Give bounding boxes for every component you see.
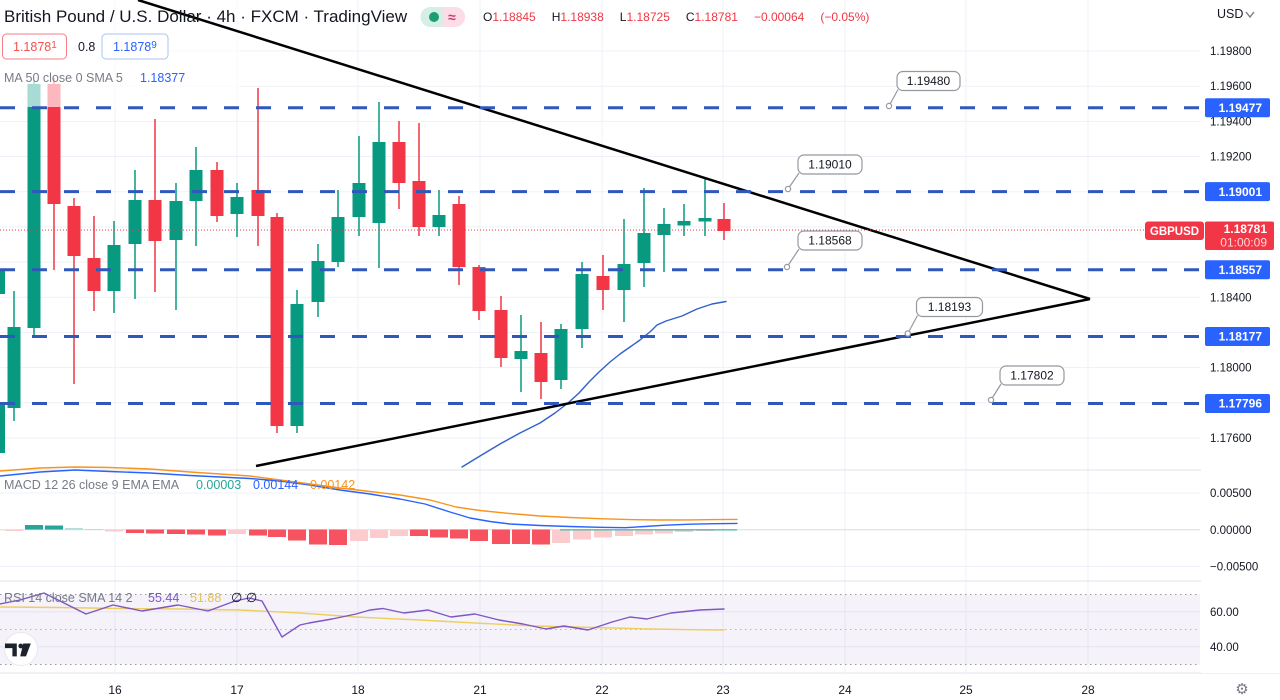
svg-text:0.00500: 0.00500 [1210,488,1252,500]
svg-text:23: 23 [716,683,730,697]
svg-text:USD: USD [1217,7,1243,21]
svg-text:0.00142: 0.00142 [310,478,355,492]
svg-text:40.00: 40.00 [1210,642,1239,654]
svg-text:1.18781: 1.18781 [13,40,57,54]
svg-text:MACD 12 26 close 9 EMA EMA: MACD 12 26 close 9 EMA EMA [4,478,180,492]
svg-text:∅ ∅: ∅ ∅ [231,590,257,605]
svg-text:0.00144: 0.00144 [253,478,298,492]
svg-text:−0.00500: −0.00500 [1210,562,1258,574]
svg-text:MA 50 close 0 SMA 5: MA 50 close 0 SMA 5 [4,71,123,85]
svg-text:60.00: 60.00 [1210,607,1239,619]
svg-text:1.19800: 1.19800 [1210,46,1252,58]
svg-text:0.00003: 0.00003 [196,478,241,492]
svg-text:01:00:09: 01:00:09 [1220,236,1267,250]
svg-text:⚙: ⚙ [1235,681,1248,698]
svg-text:1.18177: 1.18177 [1219,330,1263,344]
svg-text:≈: ≈ [448,9,456,25]
svg-text:22: 22 [595,683,609,697]
svg-text:51.88: 51.88 [190,591,221,605]
svg-text:1.19200: 1.19200 [1210,152,1252,164]
svg-text:British Pound / U.S. Dollar ·: British Pound / U.S. Dollar · 4h · FXCM … [4,7,408,26]
svg-text:1.17600: 1.17600 [1210,433,1252,445]
svg-text:1.19010: 1.19010 [808,158,852,172]
svg-text:55.44: 55.44 [148,591,179,605]
svg-text:17: 17 [230,683,244,697]
svg-text:1.17802: 1.17802 [1010,369,1054,383]
svg-text:1.18193: 1.18193 [928,300,972,314]
svg-text:0.00000: 0.00000 [1210,525,1252,537]
svg-text:1.18400: 1.18400 [1210,292,1252,304]
svg-text:24: 24 [838,683,852,697]
svg-text:1.18557: 1.18557 [1219,263,1263,277]
svg-text:RSI 14 close SMA 14 2: RSI 14 close SMA 14 2 [4,591,133,605]
svg-text:1.18789: 1.18789 [113,40,157,54]
svg-text:21: 21 [473,683,487,697]
svg-text:1.18377: 1.18377 [140,71,185,85]
svg-text:1.17796: 1.17796 [1219,397,1263,411]
svg-text:1.19480: 1.19480 [907,74,951,88]
svg-text:1.19477: 1.19477 [1219,101,1263,115]
svg-text:1.18781: 1.18781 [1224,222,1268,236]
svg-text:18: 18 [351,683,365,697]
svg-text:16: 16 [108,683,122,697]
svg-text:25: 25 [959,683,973,697]
svg-text:0.8: 0.8 [78,40,95,54]
svg-text:28: 28 [1081,683,1095,697]
svg-text:1.18000: 1.18000 [1210,363,1252,375]
svg-text:1.19400: 1.19400 [1210,116,1252,128]
svg-text:1.19001: 1.19001 [1219,185,1263,199]
svg-text:1.19600: 1.19600 [1210,81,1252,93]
svg-text:GBPUSD: GBPUSD [1150,226,1199,238]
svg-text:1.18568: 1.18568 [808,234,852,248]
